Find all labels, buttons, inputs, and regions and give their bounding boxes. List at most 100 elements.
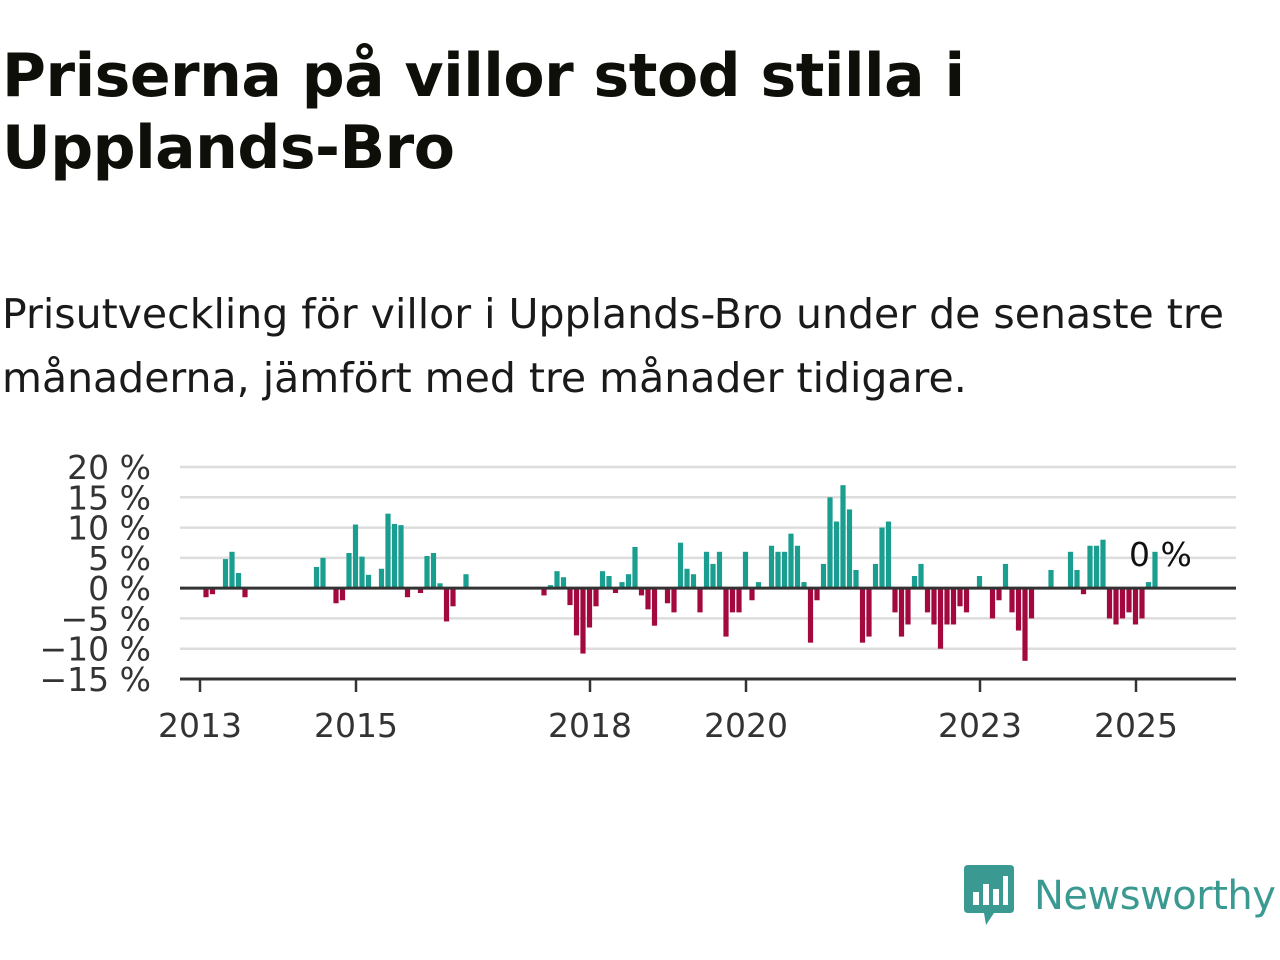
bar bbox=[918, 563, 924, 589]
bar bbox=[333, 588, 339, 604]
bar bbox=[554, 571, 560, 589]
bar bbox=[781, 551, 788, 589]
bar bbox=[593, 588, 599, 607]
bar bbox=[450, 588, 456, 607]
bar bbox=[638, 588, 645, 596]
bar bbox=[632, 546, 638, 589]
bar bbox=[1145, 582, 1152, 589]
bar bbox=[365, 574, 372, 589]
bar bbox=[209, 588, 216, 595]
x-tick-label: 2018 bbox=[548, 706, 632, 745]
bar bbox=[898, 588, 905, 637]
last-value-label: 0 % bbox=[1129, 535, 1192, 574]
y-tick-label: −10 % bbox=[40, 630, 152, 669]
newsworthy-logo-icon bbox=[964, 865, 1014, 925]
bar bbox=[352, 524, 359, 589]
bar bbox=[573, 588, 580, 636]
bar bbox=[1126, 588, 1132, 613]
bar bbox=[872, 563, 879, 589]
bar bbox=[814, 588, 820, 601]
bar bbox=[391, 523, 398, 589]
bar bbox=[827, 497, 833, 589]
bar bbox=[404, 588, 411, 598]
bar bbox=[853, 569, 859, 589]
bar bbox=[567, 588, 573, 606]
bar bbox=[560, 577, 567, 589]
bar bbox=[703, 551, 710, 589]
bar bbox=[651, 588, 658, 626]
bar bbox=[1002, 563, 1009, 589]
bar bbox=[989, 588, 996, 619]
bar bbox=[222, 559, 229, 589]
bar bbox=[645, 588, 651, 610]
bar bbox=[1015, 588, 1022, 631]
bar bbox=[1100, 539, 1106, 589]
y-tick-label: 20 % bbox=[67, 448, 151, 487]
bar bbox=[599, 571, 606, 589]
x-tick-label: 2015 bbox=[314, 706, 398, 745]
bar bbox=[716, 551, 723, 589]
bar bbox=[417, 588, 424, 593]
bar bbox=[755, 582, 762, 589]
x-tick-label: 2020 bbox=[704, 706, 788, 745]
bar bbox=[775, 551, 781, 589]
bar bbox=[398, 525, 404, 589]
axes bbox=[180, 586, 1236, 692]
bar bbox=[690, 574, 697, 589]
bar bbox=[619, 582, 625, 589]
bar bbox=[612, 588, 619, 593]
bar bbox=[937, 588, 944, 649]
bar bbox=[801, 582, 807, 589]
bar bbox=[203, 588, 209, 598]
bar bbox=[229, 551, 235, 589]
bar bbox=[879, 527, 885, 589]
bar bbox=[859, 588, 866, 643]
bar bbox=[905, 588, 911, 625]
bar bbox=[768, 545, 775, 589]
bar-chart: 20 %15 %10 %5 %0 %−5 %−10 %−15 %2013 2015… bbox=[40, 448, 1236, 745]
labels: 20 %15 %10 %5 %0 %−5 %−10 %−15 %2013 2015… bbox=[40, 448, 1192, 745]
chart-title: Priserna på villor stod stilla i Uppland… bbox=[2, 41, 965, 183]
bar bbox=[924, 588, 931, 613]
bar bbox=[242, 588, 248, 598]
bar bbox=[1093, 545, 1100, 589]
bar bbox=[1048, 569, 1054, 589]
bar bbox=[235, 573, 242, 589]
bar bbox=[1080, 588, 1087, 595]
bar bbox=[1106, 588, 1113, 619]
bar bbox=[586, 588, 593, 628]
y-tick-label: 10 % bbox=[67, 509, 151, 548]
bar bbox=[742, 551, 749, 589]
bar bbox=[846, 509, 853, 589]
bar bbox=[820, 563, 827, 589]
y-tick-label: −5 % bbox=[61, 599, 152, 638]
bar bbox=[976, 576, 983, 589]
bar bbox=[359, 556, 365, 589]
bar bbox=[1113, 588, 1119, 625]
bar bbox=[1139, 588, 1145, 619]
bar bbox=[840, 485, 846, 589]
bar bbox=[885, 521, 892, 589]
bar bbox=[1009, 588, 1015, 613]
y-tick-label: 5 % bbox=[88, 539, 151, 578]
bar bbox=[749, 588, 755, 601]
bar bbox=[346, 553, 352, 589]
bar bbox=[911, 576, 918, 589]
bar bbox=[1119, 588, 1126, 619]
bar bbox=[625, 574, 632, 589]
bar bbox=[664, 588, 671, 604]
bar bbox=[1022, 588, 1028, 661]
y-tick-label: 0 % bbox=[88, 569, 151, 608]
bar bbox=[541, 588, 547, 596]
bar bbox=[313, 566, 320, 589]
y-tick-label: −15 % bbox=[40, 660, 152, 699]
bar bbox=[950, 588, 957, 625]
y-tick-label: 15 % bbox=[67, 478, 151, 517]
newsworthy-logo-text: Newsworthy bbox=[1034, 873, 1276, 919]
bar bbox=[697, 588, 703, 613]
bar bbox=[1087, 545, 1093, 589]
bar bbox=[1028, 588, 1035, 619]
bar bbox=[547, 585, 554, 589]
bar bbox=[963, 588, 970, 613]
x-tick-label: 2025 bbox=[1094, 706, 1178, 745]
